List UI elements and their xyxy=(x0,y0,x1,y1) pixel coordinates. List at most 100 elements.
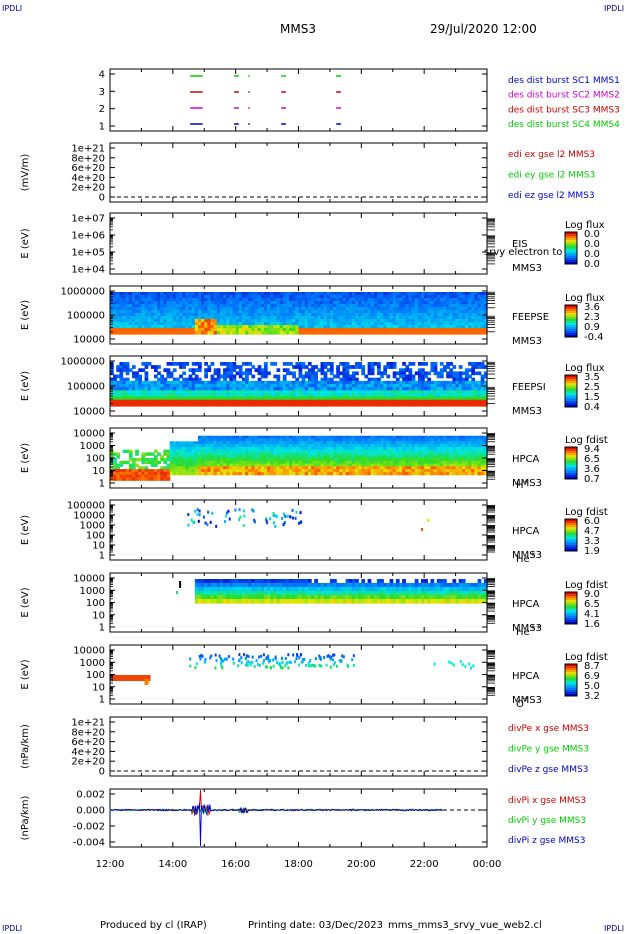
spectro-cell-p5 xyxy=(433,362,438,366)
spectro-cell-p6 xyxy=(402,438,406,442)
spectro-cell-p6 xyxy=(175,463,180,467)
spectro-cell-p6 xyxy=(468,446,472,451)
spectro-cell-p6 xyxy=(263,438,268,442)
spectro-cell-p5 xyxy=(392,384,397,388)
spectro-cell-p5 xyxy=(210,380,215,385)
spectro-cell-p5 xyxy=(474,365,479,369)
spectro-cell-p4 xyxy=(414,328,419,332)
spectro-cell-p4 xyxy=(395,316,400,320)
spectro-cell-p4 xyxy=(446,304,450,308)
spectro-cell-p5 xyxy=(326,377,331,382)
spectro-cell-p4 xyxy=(128,298,133,302)
spectro-cell-p6 xyxy=(329,471,334,476)
spectro-cell-p4 xyxy=(144,295,149,299)
colorbar-cell-p3 xyxy=(565,238,577,241)
y-tick-label-p5: 10000 xyxy=(73,407,105,418)
spectro-cell-p5 xyxy=(433,365,438,369)
spectro-cell-p4 xyxy=(257,301,262,305)
spectro-cell-p5 xyxy=(285,402,290,407)
spectro-cell-p6 xyxy=(273,471,278,476)
spectro-cell-p6 xyxy=(267,446,271,451)
colorbar-cell-p5 xyxy=(565,375,577,378)
spectro-cell-p5 xyxy=(229,402,234,407)
spectro-cell-p5 xyxy=(329,396,334,401)
spectro-cell-p5 xyxy=(263,387,268,391)
spectro-cell-p4 xyxy=(395,301,400,305)
spectro-cell-p4 xyxy=(119,301,124,305)
spectro-cell-p6 xyxy=(207,441,212,445)
spectro-cell-p4 xyxy=(182,316,186,320)
spectro-cell-p6 xyxy=(449,435,454,440)
spectro-cell-p6 xyxy=(414,463,419,467)
spectro-cell-p5 xyxy=(295,396,300,401)
spectro-cell-p6 xyxy=(260,460,265,465)
spectro-cell-p6 xyxy=(179,471,183,476)
spectro-cell-p6 xyxy=(361,471,366,476)
spectro-cell-p4 xyxy=(122,298,127,302)
spectro-cell-p4 xyxy=(172,304,177,308)
spectro-cell-p4 xyxy=(355,301,359,305)
spectro-cell-p4 xyxy=(245,328,249,332)
spectro-cell-p4 xyxy=(405,322,410,326)
spectro-cell-p4 xyxy=(147,331,152,335)
spectro-cell-p5 xyxy=(229,380,234,385)
spectro-cell-p5 xyxy=(480,390,485,395)
spectro-cell-p6 xyxy=(163,449,168,454)
spectro-cell-p6 xyxy=(465,460,469,465)
spectro-cell-p4 xyxy=(474,331,479,335)
spectro-cell-p5 xyxy=(141,390,146,395)
spectro-cell-p4 xyxy=(226,310,230,314)
spectro-cell-p6 xyxy=(213,441,218,445)
spectro-cell-p6 xyxy=(251,469,256,473)
spectro-cell-p4 xyxy=(147,298,152,302)
spectro-cell-p6 xyxy=(380,466,384,470)
spectro-cell-p5 xyxy=(204,393,208,398)
spectro-cell-p4 xyxy=(194,295,199,299)
spectro-cell-p5 xyxy=(351,393,356,398)
spectro-cell-p6 xyxy=(292,471,296,476)
spectro-cell-p5 xyxy=(238,374,243,379)
spectro-cell-p4 xyxy=(345,295,350,299)
spectro-cell-p4 xyxy=(175,292,180,296)
spectro-cell-p4 xyxy=(282,310,287,314)
spectro-cell-p5 xyxy=(345,384,350,388)
spectro-cell-p4 xyxy=(477,328,482,332)
colorbar-cell-p5 xyxy=(565,401,577,404)
spectro-cell-p5 xyxy=(125,396,130,401)
spectro-cell-p4 xyxy=(455,295,460,299)
spectro-cell-p6 xyxy=(232,438,237,442)
colorbar-cell-p5 xyxy=(565,377,577,380)
spectro-cell-p4 xyxy=(424,304,428,308)
spectro-cell-p4 xyxy=(386,295,391,299)
spectro-cell-p5 xyxy=(311,374,315,379)
spectro-cell-p6 xyxy=(119,460,124,465)
spectro-cell-p4 xyxy=(213,292,218,296)
spectro-cell-p4 xyxy=(257,298,262,302)
spectro-cell-p5 xyxy=(424,396,428,401)
spectro-cell-p4 xyxy=(408,313,413,317)
spectro-cell-p4 xyxy=(399,313,403,317)
colorbar-cell-p4 xyxy=(565,311,577,314)
spectro-cell-p5 xyxy=(336,396,340,401)
spectro-cell-p4 xyxy=(427,310,432,314)
spectro-cell-p5 xyxy=(395,384,400,388)
spectro-cell-p4 xyxy=(147,316,152,320)
spectro-cell-p6 xyxy=(276,452,281,456)
spectro-cell-p4 xyxy=(179,295,183,299)
spectro-cell-p6 xyxy=(474,469,479,473)
spectro-cell-p6 xyxy=(311,466,315,470)
spectro-cell-p6 xyxy=(342,466,347,470)
spectro-cell-p5 xyxy=(229,374,234,379)
spectro-cell-p5 xyxy=(314,374,318,379)
spectro-cell-p4 xyxy=(386,307,391,311)
spectro-cell-p6 xyxy=(395,466,400,470)
spectro-cell-p6 xyxy=(213,463,218,467)
spectro-cell-p4 xyxy=(179,292,183,296)
spectro-cell-p5 xyxy=(329,377,334,382)
spectro-cell-p4 xyxy=(468,325,472,329)
spectro-cell-p5 xyxy=(204,380,208,385)
spectro-cell-p5 xyxy=(358,387,362,391)
spectro-cell-p5 xyxy=(298,399,303,404)
spectro-cell-p4 xyxy=(270,319,274,323)
spectro-cell-p6 xyxy=(207,455,212,459)
